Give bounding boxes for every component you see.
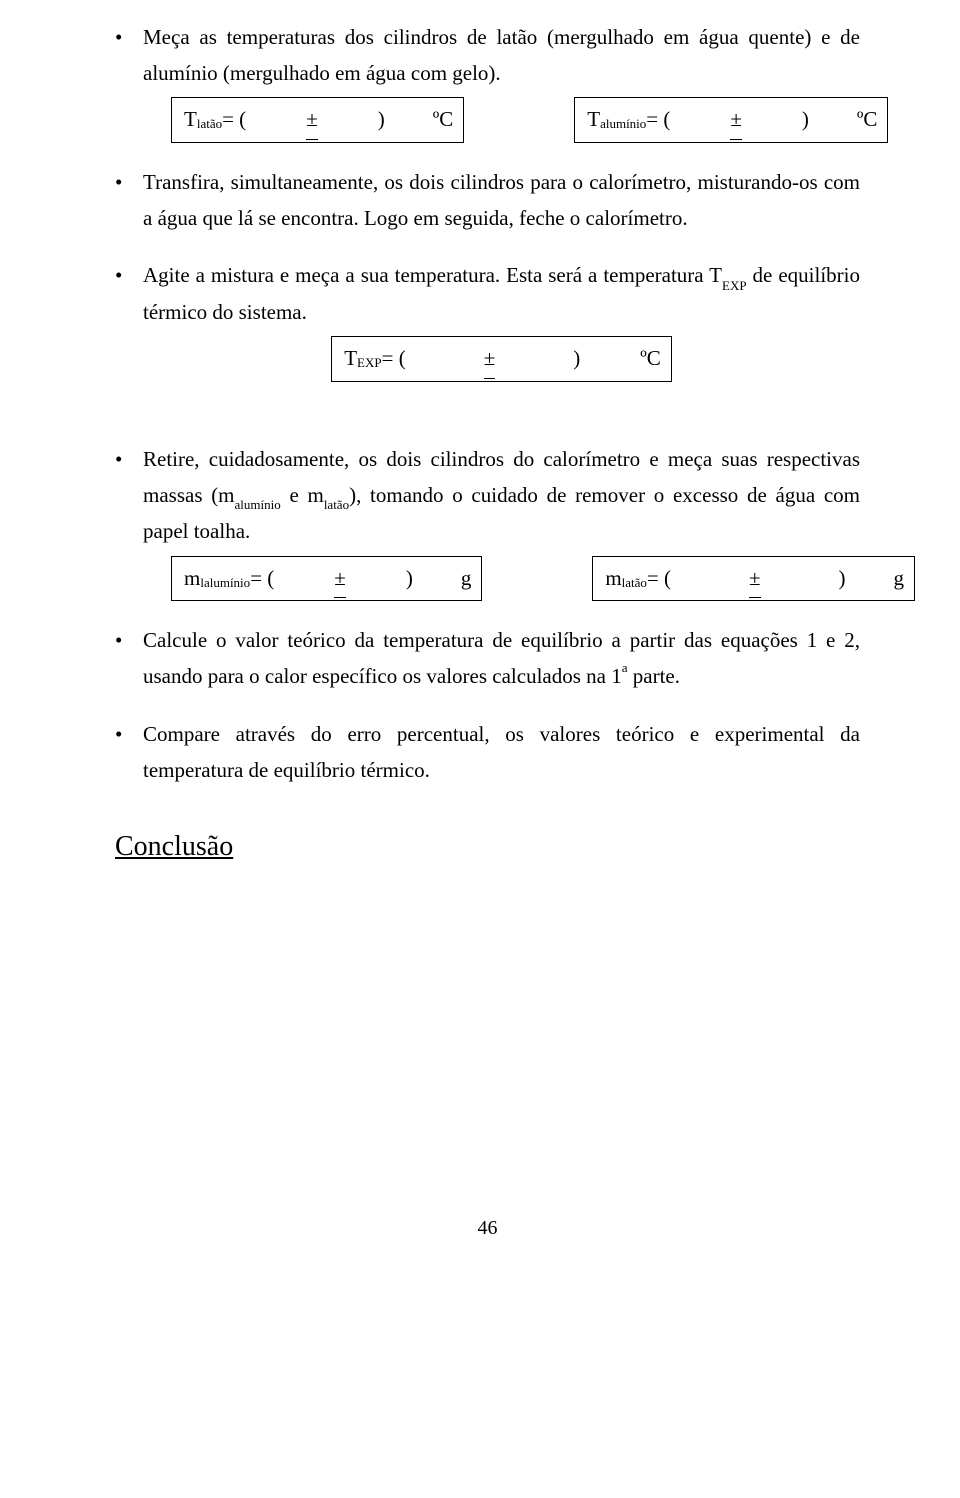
close-paren: ) (406, 561, 413, 597)
page-content: Meça as temperaturas dos cilindros de la… (0, 0, 960, 1285)
unit: ºC (857, 102, 878, 138)
bullet-text-part: ), tomando o cuidado de remover o excess… (143, 483, 860, 543)
subscript: latão (622, 572, 647, 594)
subscript: latão (197, 113, 222, 135)
superscript: a (622, 660, 628, 675)
symbol: T (344, 341, 357, 377)
symbol: T (587, 102, 600, 138)
subscript: EXP (357, 352, 382, 374)
conclusion-heading: Conclusão (115, 823, 860, 871)
bullet-item-4: Retire, cuidadosamente, os dois cilindro… (115, 442, 860, 601)
page-number: 46 (115, 1211, 860, 1245)
subscript: latão (324, 497, 349, 512)
plus-minus: ± (334, 561, 346, 597)
subscript: lalumínio (200, 572, 250, 594)
unit: g (894, 561, 905, 597)
equals-open: = ( (250, 561, 274, 597)
subscript: alumínio (235, 497, 281, 512)
bullet-item-3: Agite a mistura e meça a sua temperatura… (115, 258, 860, 420)
close-paren: ) (839, 561, 846, 597)
equals-open: = ( (647, 561, 671, 597)
close-paren: ) (802, 102, 809, 138)
symbol: m (605, 561, 621, 597)
bullet-text: Transfira, simultaneamente, os dois cili… (143, 170, 860, 230)
bullet-item-6: Compare através do erro percentual, os v… (115, 717, 860, 788)
bullet-item-2: Transfira, simultaneamente, os dois cili… (115, 165, 860, 236)
box-row-temperatures: Tlatão = ( ±) ºC Talumínio = ( ±) ºC (171, 97, 860, 143)
plus-minus: ± (730, 102, 742, 138)
subscript: EXP (722, 278, 747, 293)
close-paren: ) (573, 341, 580, 377)
close-paren: ) (378, 102, 385, 138)
bullet-item-1: Meça as temperaturas dos cilindros de la… (115, 20, 860, 143)
equals-open: = ( (222, 102, 246, 138)
box-m-latao: mlatão = ( ±) g (592, 556, 915, 602)
equals-open: = ( (646, 102, 670, 138)
box-t-exp: TEXP = ( ±) ºC (331, 336, 672, 382)
subscript: alumínio (600, 113, 646, 135)
bullet-text-part: e m (281, 483, 324, 507)
bullet-text-part: Calcule o valor teórico da temperatura d… (143, 628, 860, 688)
symbol: m (184, 561, 200, 597)
unit: ºC (433, 102, 454, 138)
unit: ºC (640, 341, 661, 377)
box-row-masses: mlalumínio = (±)g mlatão = (±)g (171, 556, 860, 602)
box-t-latao: Tlatão = ( ±) ºC (171, 97, 464, 143)
bullet-item-5: Calcule o valor teórico da temperatura d… (115, 623, 860, 694)
bullet-text-part: parte. (628, 664, 680, 688)
unit: g (461, 561, 472, 597)
bullet-list: Meça as temperaturas dos cilindros de la… (115, 20, 860, 788)
equals-open: = ( (382, 341, 406, 377)
plus-minus: ± (306, 102, 318, 138)
symbol: T (184, 102, 197, 138)
box-row-texp: TEXP = ( ±) ºC (143, 336, 860, 382)
bullet-text: Meça as temperaturas dos cilindros de la… (143, 25, 860, 85)
plus-minus: ± (484, 341, 496, 377)
bullet-text-part: Agite a mistura e meça a sua temperatura… (143, 263, 722, 287)
box-m-aluminio: mlalumínio = ( ±) g (171, 556, 482, 602)
plus-minus: ± (749, 561, 761, 597)
bullet-text: Compare através do erro percentual, os v… (143, 722, 860, 782)
box-t-aluminio: Talumínio = ( ±) ºC (574, 97, 888, 143)
